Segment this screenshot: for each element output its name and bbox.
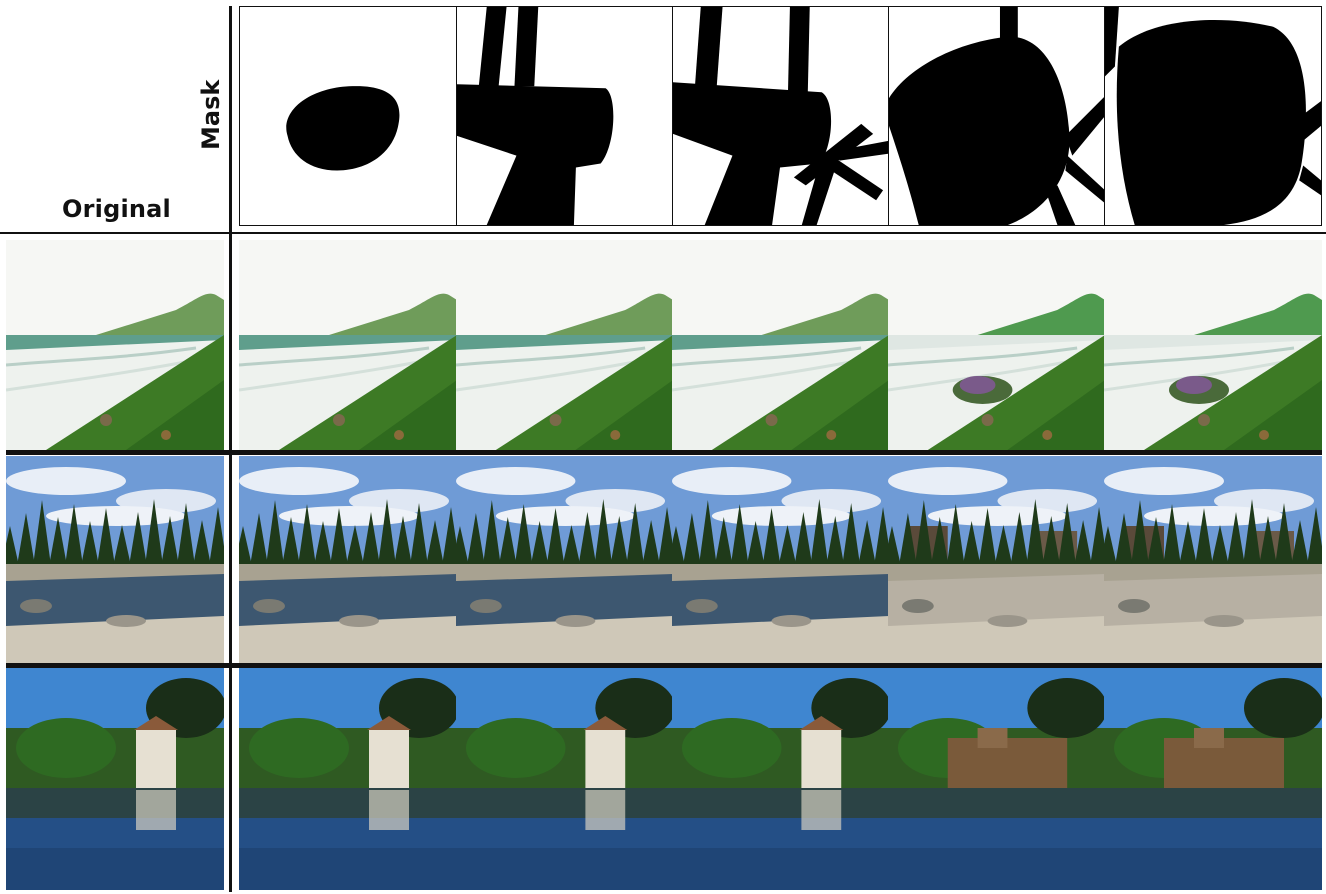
photo-row1-col1 [6, 240, 224, 450]
mask-row-label: Mask [197, 79, 225, 150]
mask-shape-2 [457, 7, 614, 225]
photo-row2-col4 [672, 456, 889, 664]
photo-row2-col5 [888, 456, 1105, 664]
photo-row2-col2 [239, 456, 457, 664]
mask-3 [672, 6, 890, 226]
photo-row3-col3 [456, 668, 673, 890]
photo-row1-col3 [456, 240, 673, 450]
vertical-divider [229, 6, 232, 892]
mask-shape-5 [1105, 7, 1321, 225]
photo-row2-col1 [6, 456, 224, 664]
photo-row1-col6 [1104, 240, 1322, 450]
photo-row2-col3 [456, 456, 673, 664]
mask-shape-3 [673, 7, 889, 225]
mask-2 [456, 6, 674, 226]
mask-shape-4 [889, 7, 1105, 225]
mask-4 [888, 6, 1106, 226]
row-separator-1 [6, 450, 1322, 455]
photo-row1-col5 [888, 240, 1105, 450]
photo-row3-col2 [239, 668, 457, 890]
horizontal-divider [0, 232, 1326, 234]
mask-5 [1104, 6, 1322, 226]
photo-row3-col4 [672, 668, 889, 890]
photo-row2-col6 [1104, 456, 1322, 664]
mask-shape-1 [286, 86, 400, 171]
row-separator-2 [6, 663, 1322, 668]
mask-1 [239, 6, 457, 226]
photo-row3-col5 [888, 668, 1105, 890]
photo-row3-col1 [6, 668, 224, 890]
original-column-label: Original [62, 195, 171, 223]
photo-row1-col4 [672, 240, 889, 450]
photo-row1-col2 [239, 240, 457, 450]
photo-row3-col6 [1104, 668, 1322, 890]
